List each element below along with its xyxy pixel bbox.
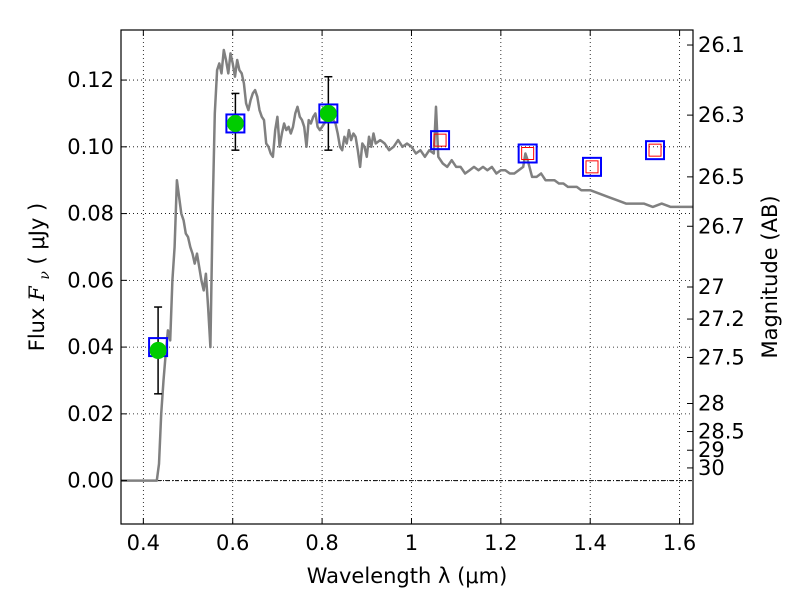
right-tick-label: 26.3: [698, 103, 745, 127]
right-tick-label: 28: [698, 392, 725, 416]
spectrum-line: [121, 48, 693, 482]
model-square: [225, 113, 246, 134]
right-tick-label: 27.5: [698, 345, 745, 369]
plot-area: [121, 48, 693, 482]
y-tick-label: 0.10: [67, 135, 114, 159]
plot-frame: [120, 29, 694, 525]
right-tick-label: 27.2: [698, 307, 745, 331]
x-axis-label: Wavelength λ (μm): [307, 564, 508, 588]
limit-square: [585, 160, 599, 174]
y-axis-label: Flux F ν ( μJy ): [25, 203, 54, 352]
right-tick-label: 26.5: [698, 165, 745, 189]
model-square: [318, 103, 339, 124]
right-tick-label: 26.1: [698, 33, 745, 57]
y-axis-label-symbol: F: [25, 285, 49, 302]
x-tick-label: 0.8: [305, 531, 338, 555]
x-tick-label: 1.2: [484, 531, 517, 555]
ticks: 0.4 0.6 0.8 1 1.2 1.4 1.6 0.00 0.02 0.04 0.06 0.08 0…: [67, 30, 745, 555]
observed-point: [226, 114, 244, 132]
observed-point: [319, 104, 337, 122]
y-tick-label: 0.02: [67, 402, 114, 426]
right-tick-label: 30: [698, 456, 725, 480]
model-square: [430, 130, 451, 151]
y-tick-label: 0.00: [67, 469, 114, 493]
limit-square: [648, 143, 662, 157]
x-tick-label: 1: [405, 531, 418, 555]
y-axis-right-label: Magnitude (AB): [758, 195, 782, 358]
observed-point: [149, 341, 167, 359]
right-tick-label: 27: [698, 275, 725, 299]
x-tick-label: 1.4: [574, 531, 607, 555]
y-axis-label-suffix: ( μJy ): [25, 203, 49, 265]
model-square: [517, 143, 538, 164]
grid: [121, 30, 693, 524]
model-square: [645, 140, 666, 161]
right-tick-label: 28.5: [698, 420, 745, 444]
x-tick-label: 0.4: [127, 531, 160, 555]
limit-square: [521, 147, 535, 160]
y-axis-label-subscript: ν: [37, 271, 53, 280]
y-tick-label: 0.12: [67, 68, 114, 92]
right-tick-label: 26.7: [698, 214, 745, 238]
x-tick-label: 1.6: [663, 531, 696, 555]
right-tick-label: 29: [698, 438, 725, 462]
y-tick-label: 0.04: [67, 335, 114, 359]
model-square: [582, 156, 603, 177]
y-tick-label: 0.06: [67, 268, 114, 292]
limit-square: [433, 133, 447, 147]
y-axis-label-prefix: Flux: [25, 301, 49, 351]
x-tick-label: 0.6: [216, 531, 249, 555]
y-tick-label: 0.08: [67, 202, 114, 226]
